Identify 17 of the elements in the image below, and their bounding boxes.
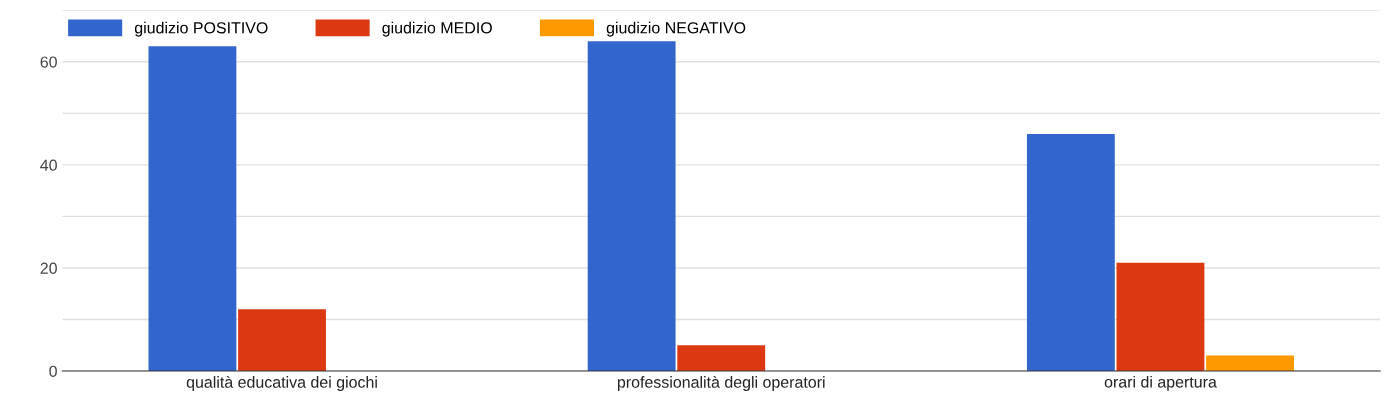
bar [1206, 355, 1294, 372]
bar [1026, 133, 1115, 372]
y-tick-label: 0 [49, 365, 57, 377]
bar [677, 345, 766, 372]
bar [587, 41, 676, 372]
x-tick-label: orari di apertura [1104, 375, 1217, 391]
bar [148, 46, 237, 372]
bar [238, 309, 326, 372]
y-tick-label: 20 [40, 262, 57, 274]
bar [1116, 262, 1205, 372]
legend-label: giudizio POSITIVO [134, 21, 268, 37]
legend-label: giudizio MEDIO [382, 21, 492, 37]
legend-label: giudizio NEGATIVO [606, 21, 746, 37]
y-tick-label: 40 [40, 159, 57, 171]
y-tick-label: 60 [40, 56, 57, 68]
x-tick-label: professionalità degli operatori [617, 375, 825, 391]
x-tick-label: qualità educativa dei giochi [186, 375, 377, 391]
